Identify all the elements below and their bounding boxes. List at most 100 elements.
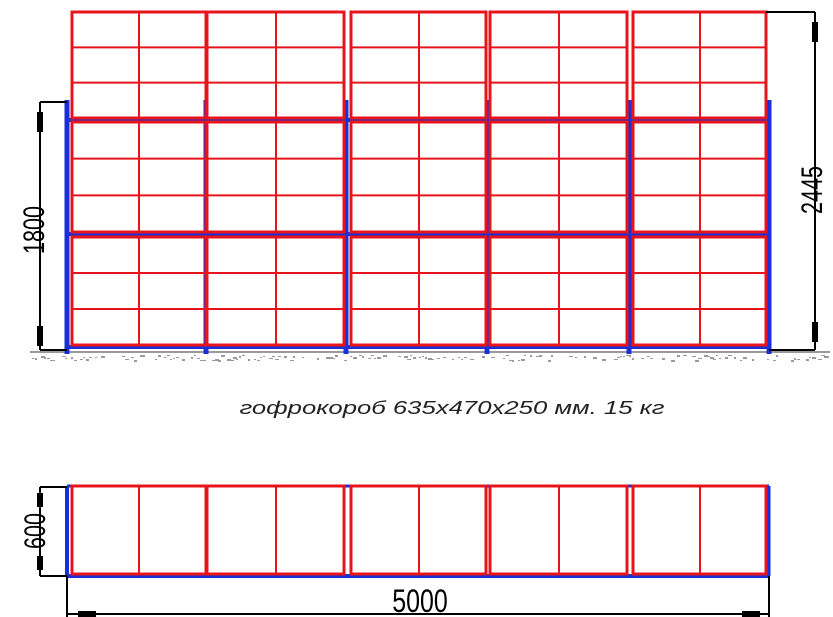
plan-pallet	[70, 484, 208, 576]
floor-hatch	[509, 360, 512, 361]
floor-hatch	[131, 357, 134, 358]
floor-hatch	[95, 357, 97, 358]
floor-hatch	[692, 356, 696, 357]
floor-hatch	[248, 359, 250, 361]
floor-hatch	[548, 360, 551, 362]
pallet-load	[70, 120, 208, 234]
floor-hatch	[617, 357, 620, 358]
front-view-rack-frame	[64, 100, 772, 354]
floor-hatch	[398, 356, 401, 357]
floor-hatch	[719, 358, 721, 359]
floor-hatch	[521, 359, 525, 361]
dim-width: 5000	[392, 584, 448, 617]
floor-hatch	[83, 357, 85, 358]
floor-hatch	[350, 356, 352, 357]
floor-hatch	[629, 355, 631, 357]
floor-hatch	[425, 357, 427, 359]
floor-hatch	[791, 360, 794, 362]
dim-tick	[742, 611, 760, 617]
floor-hatch	[374, 358, 376, 359]
floor-hatch	[317, 358, 319, 360]
plan-pallet	[631, 484, 768, 576]
plan-pallet	[488, 484, 629, 576]
floor-hatch	[422, 356, 424, 357]
floor-hatch	[443, 357, 446, 358]
floor-hatch	[626, 355, 630, 356]
floor-hatch	[671, 360, 675, 362]
floor-hatch	[377, 357, 381, 359]
dim-height-right: 2445	[794, 166, 828, 214]
floor-hatch	[335, 355, 338, 357]
floor-hatch	[419, 357, 421, 358]
floor-hatch	[164, 357, 166, 358]
floor-hatch	[275, 359, 279, 360]
floor-hatch	[752, 359, 754, 361]
front-view-boxes	[70, 10, 768, 347]
floor-hatch	[65, 358, 67, 359]
floor-hatch	[50, 360, 54, 361]
floor-hatch	[218, 360, 221, 362]
floor-hatch	[716, 355, 718, 356]
floor-hatch	[776, 355, 778, 357]
floor-hatch	[647, 356, 650, 357]
floor-hatch	[353, 357, 357, 359]
floor-hatch	[284, 356, 287, 358]
floor-hatch	[293, 356, 295, 358]
dim-tick	[37, 112, 43, 132]
floor-hatch	[725, 357, 728, 359]
floor-hatch	[551, 355, 553, 357]
pallet-load	[205, 235, 346, 347]
plan-view	[37, 484, 771, 617]
floor-hatch	[140, 355, 144, 357]
pallet-load	[349, 10, 488, 120]
dim-tick	[37, 556, 43, 570]
floor-hatch	[404, 356, 408, 358]
floor-hatch	[257, 360, 260, 361]
floor-hatch	[176, 357, 179, 358]
floor-hatch	[371, 355, 374, 356]
floor-hatch	[695, 360, 699, 362]
floor-hatch	[437, 358, 440, 359]
floor-hatch	[227, 359, 231, 361]
floor-hatch	[344, 360, 347, 361]
floor-hatch	[191, 357, 193, 359]
floor-hatch	[812, 357, 816, 359]
floor-hatch	[200, 360, 203, 361]
floor-hatch	[329, 357, 333, 359]
floor-hatch	[233, 357, 237, 359]
floor-hatch	[167, 355, 170, 356]
dimension-lines	[37, 11, 818, 351]
floor-hatch	[278, 356, 281, 357]
floor-hatch	[71, 357, 73, 359]
floor-hatch	[431, 359, 434, 360]
floor-hatch	[713, 359, 716, 360]
floor-hatch	[407, 359, 411, 360]
floor-hatch	[740, 360, 742, 361]
floor-hatch	[593, 357, 597, 359]
floor-hatch	[35, 358, 37, 360]
floor-hatch	[512, 360, 514, 362]
floor-hatch	[173, 358, 175, 359]
floor-hatch	[428, 358, 432, 360]
pallet-load	[488, 10, 629, 120]
floor-hatch	[503, 358, 505, 359]
plan-pallet	[205, 484, 346, 576]
floor-hatch	[662, 358, 665, 360]
floor-hatch	[47, 358, 50, 359]
pallet-load	[631, 10, 768, 120]
floor-hatch	[623, 356, 625, 357]
floor-hatch	[368, 358, 371, 359]
pallet-load	[205, 10, 346, 120]
floor-hatch	[125, 359, 129, 360]
floor-hatch	[641, 358, 644, 359]
pallet-load	[488, 120, 629, 234]
floor-hatch	[539, 355, 542, 357]
floor-hatch	[170, 359, 172, 360]
floor-hatch	[614, 359, 618, 360]
floor-hatch	[536, 356, 539, 357]
floor-hatch	[269, 358, 273, 359]
floor-hatch	[707, 356, 710, 357]
floor-hatch	[806, 359, 809, 361]
floor-hatch	[734, 357, 736, 359]
floor-hatch	[602, 359, 606, 361]
